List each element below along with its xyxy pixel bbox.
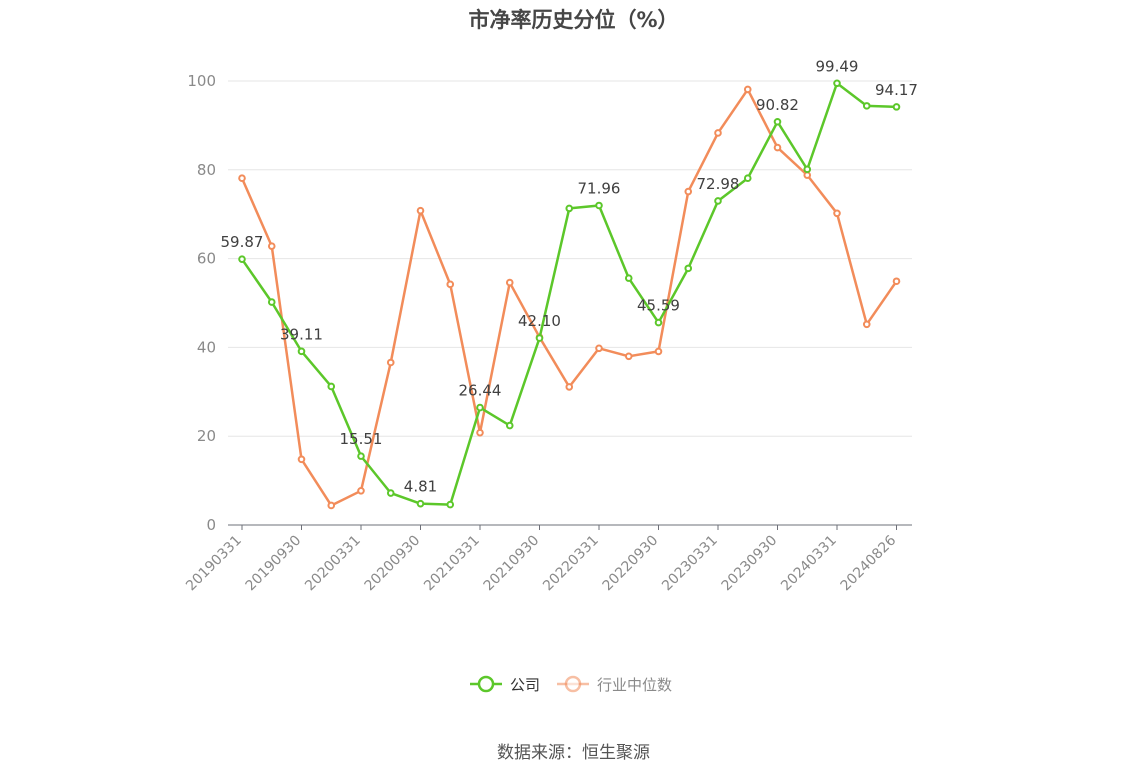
data-point bbox=[267, 242, 276, 250]
data-point bbox=[714, 197, 722, 205]
data-point bbox=[416, 206, 425, 215]
data-label: 59.87 bbox=[221, 233, 264, 251]
data-point bbox=[595, 344, 603, 353]
data-source-note: 数据来源：恒生聚源 bbox=[497, 743, 650, 763]
data-label: 4.81 bbox=[404, 478, 437, 496]
data-point bbox=[267, 298, 276, 306]
data-point bbox=[624, 274, 633, 282]
data-point bbox=[327, 501, 336, 510]
y-tick-label: 0 bbox=[206, 516, 216, 534]
data-point bbox=[357, 487, 365, 495]
data-label: 26.44 bbox=[459, 382, 502, 400]
data-label: 90.82 bbox=[756, 96, 799, 114]
y-tick-label: 100 bbox=[187, 72, 216, 90]
data-point bbox=[505, 278, 514, 287]
legend-marker bbox=[564, 675, 582, 693]
x-tick-label: 20200930 bbox=[362, 533, 424, 595]
data-point bbox=[684, 187, 693, 196]
x-tick-label: 20240826 bbox=[838, 532, 900, 594]
legend-label: 公司 bbox=[510, 676, 540, 694]
data-point bbox=[803, 165, 812, 174]
series-company bbox=[238, 79, 901, 509]
data-label: 94.17 bbox=[875, 81, 918, 99]
data-point bbox=[565, 204, 574, 213]
x-tick-label: 20230331 bbox=[659, 533, 721, 595]
data-point bbox=[595, 201, 603, 210]
data-label: 99.49 bbox=[816, 57, 859, 75]
data-point bbox=[684, 264, 693, 273]
data-point bbox=[357, 452, 365, 460]
x-tick-label: 20190930 bbox=[243, 533, 305, 595]
data-point bbox=[862, 320, 871, 329]
data-point bbox=[714, 129, 722, 137]
data-label: 71.96 bbox=[578, 179, 621, 197]
data-label: 45.59 bbox=[637, 297, 680, 315]
data-point bbox=[743, 85, 752, 94]
data-point bbox=[446, 500, 455, 509]
data-label: 72.98 bbox=[697, 175, 740, 193]
y-tick-label: 40 bbox=[197, 338, 216, 356]
x-tick-label: 20230930 bbox=[719, 533, 781, 595]
x-tick-label: 20220331 bbox=[540, 533, 602, 595]
data-point bbox=[535, 334, 544, 342]
x-tick-label: 20240331 bbox=[778, 533, 840, 595]
data-point bbox=[624, 352, 633, 361]
x-tick-label: 20220930 bbox=[600, 533, 662, 595]
data-point bbox=[892, 103, 901, 111]
x-tick-label: 20200331 bbox=[302, 533, 364, 595]
data-label: 39.11 bbox=[280, 325, 323, 343]
data-point bbox=[297, 455, 306, 464]
x-tick-label: 20210331 bbox=[421, 533, 483, 595]
data-point bbox=[386, 489, 395, 497]
legend-label: 行业中位数 bbox=[597, 676, 672, 694]
data-point bbox=[327, 382, 336, 391]
data-point bbox=[803, 171, 812, 179]
data-point bbox=[743, 174, 752, 183]
data-point bbox=[505, 421, 514, 430]
data-point bbox=[833, 209, 841, 218]
data-point bbox=[833, 79, 841, 88]
legend-marker bbox=[477, 675, 495, 693]
data-point bbox=[565, 383, 574, 391]
data-point bbox=[386, 358, 395, 367]
data-point bbox=[476, 428, 484, 437]
data-point bbox=[654, 347, 663, 356]
data-point bbox=[892, 277, 901, 286]
legend: 公司 行业中位数 bbox=[470, 675, 672, 694]
data-point bbox=[773, 117, 782, 126]
data-point bbox=[773, 143, 782, 152]
chart-title: 市净率历史分位（%） bbox=[468, 8, 679, 32]
data-point bbox=[446, 280, 455, 289]
data-point bbox=[862, 102, 871, 110]
data-label: 42.10 bbox=[518, 312, 561, 330]
data-point bbox=[297, 347, 306, 356]
data-point bbox=[238, 255, 246, 263]
data-point bbox=[476, 403, 484, 412]
y-tick-label: 20 bbox=[197, 427, 216, 445]
data-label: 15.51 bbox=[340, 430, 383, 448]
series-industry-median bbox=[238, 85, 901, 510]
x-tick-label: 20190331 bbox=[183, 533, 245, 595]
x-tick-label: 20210930 bbox=[481, 533, 543, 595]
y-tick-label: 60 bbox=[197, 250, 216, 268]
data-point bbox=[654, 318, 663, 327]
y-tick-label: 80 bbox=[197, 161, 216, 179]
data-point bbox=[416, 499, 425, 508]
data-point bbox=[238, 174, 246, 183]
